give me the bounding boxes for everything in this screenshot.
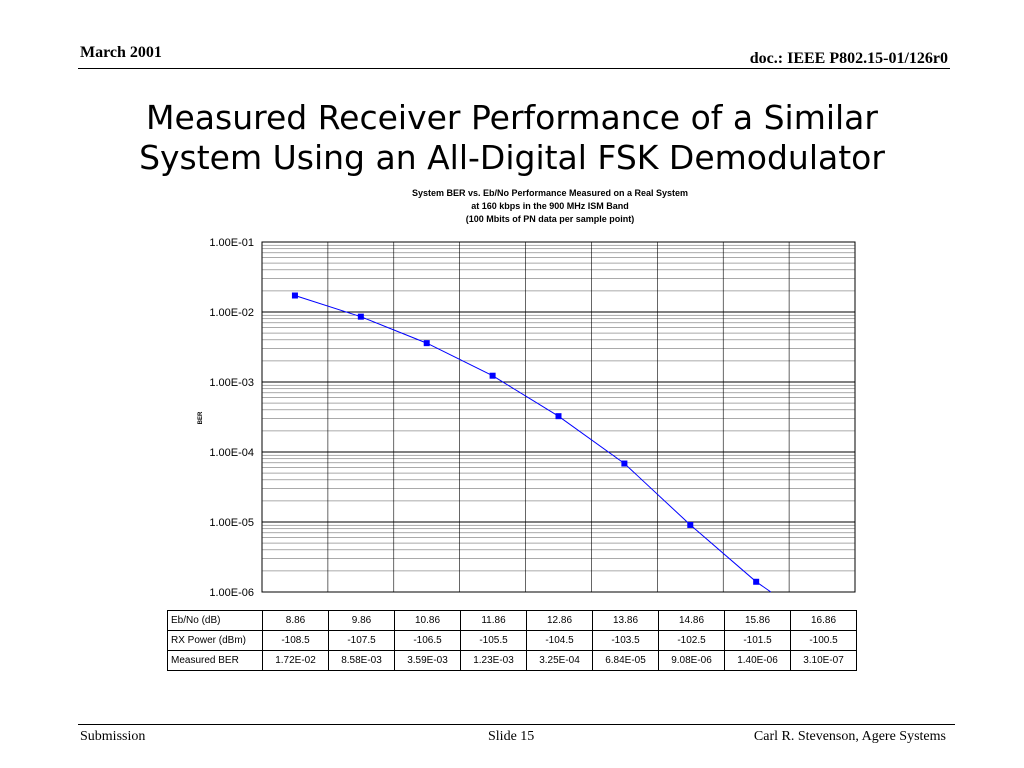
- table-row: RX Power (dBm) -108.5 -107.5 -106.5 -105.5 -1…: [167, 630, 857, 651]
- table-cell: 11.86: [460, 610, 527, 631]
- y-axis-label: BER: [198, 411, 204, 424]
- footer-slide-number: Slide 15: [488, 729, 535, 744]
- footer-author: Carl R. Stevenson, Agere Systems: [753, 729, 946, 744]
- y-tick-label: 1.00E-01: [209, 237, 254, 249]
- slide-title: Measured Receiver Performance of a Simil…: [60, 98, 964, 178]
- header-divider: [78, 68, 950, 69]
- table-cell: -102.5: [658, 630, 725, 651]
- slide-title-line-2: System Using an All-Digital FSK Demodula…: [139, 138, 885, 177]
- table-cell: -106.5: [394, 630, 461, 651]
- data-table: Eb/No (dB) 8.86 9.86 10.86 11.86 12.86 13.86 14…: [167, 610, 857, 671]
- table-row-label: RX Power (dBm): [167, 630, 263, 651]
- data-point: [555, 413, 562, 420]
- chart-title-line-2: at 160 kbps in the 900 MHz ISM Band: [471, 201, 629, 211]
- table-cell: 8.58E-03: [328, 650, 395, 671]
- table-cell: 15.86: [724, 610, 791, 631]
- table-cell: -100.5: [790, 630, 857, 651]
- table-row: Eb/No (dB) 8.86 9.86 10.86 11.86 12.86 13.86 14…: [167, 610, 857, 631]
- table-cell: -105.5: [460, 630, 527, 651]
- table-row: Measured BER 1.72E-02 8.58E-03 3.59E-03 1.23…: [167, 650, 857, 671]
- chart-series: [291, 292, 772, 593]
- header-doc-id: doc.: IEEE P802.15-01/126r0: [749, 50, 948, 67]
- table-cell: -104.5: [526, 630, 593, 651]
- table-cell: 10.86: [394, 610, 461, 631]
- table-cell: 3.10E-07: [790, 650, 857, 671]
- table-cell: -107.5: [328, 630, 395, 651]
- table-cell: -101.5: [724, 630, 791, 651]
- y-tick-label: 1.00E-06: [209, 587, 254, 599]
- table-cell: 13.86: [592, 610, 659, 631]
- table-cell: 3.59E-03: [394, 650, 461, 671]
- slide-title-line-1: Measured Receiver Performance of a Simil…: [146, 98, 878, 137]
- data-point: [687, 521, 694, 528]
- y-tick-label: 1.00E-04: [209, 447, 254, 459]
- chart-title-line-1: System BER vs. Eb/No Performance Measure…: [411, 188, 689, 198]
- table-cell: 1.23E-03: [460, 650, 527, 671]
- table-cell: 14.86: [658, 610, 725, 631]
- table-cell: 9.08E-06: [658, 650, 725, 671]
- table-cell: -103.5: [592, 630, 659, 651]
- data-point: [291, 292, 298, 299]
- table-cell: 12.86: [526, 610, 593, 631]
- footer-divider: [78, 724, 955, 725]
- table-cell: 6.84E-05: [592, 650, 659, 671]
- data-point: [621, 460, 628, 467]
- data-point: [489, 372, 496, 379]
- table-row-label: Measured BER: [167, 650, 263, 671]
- y-tick-label: 1.00E-05: [209, 517, 254, 529]
- table-cell: 1.40E-06: [724, 650, 791, 671]
- table-cell: 8.86: [262, 610, 329, 631]
- chart-title: System BER vs. Eb/No Performance Measure…: [340, 187, 760, 226]
- table-cell: 16.86: [790, 610, 857, 631]
- y-tick-labels: 1.00E-01 1.00E-02 1.00E-03 1.00E-04 1.00E-05…: [209, 237, 254, 599]
- data-point: [753, 578, 760, 585]
- table-row-label: Eb/No (dB): [167, 610, 263, 631]
- data-point: [423, 340, 430, 347]
- header-date: March 2001: [80, 44, 162, 61]
- table-cell: -108.5: [262, 630, 329, 651]
- data-point: [357, 313, 364, 320]
- footer-submission: Submission: [80, 729, 146, 744]
- chart-title-line-3: (100 Mbits of PN data per sample point): [465, 214, 635, 224]
- y-tick-label: 1.00E-03: [209, 377, 254, 389]
- table-cell: 9.86: [328, 610, 395, 631]
- table-cell: 1.72E-02: [262, 650, 329, 671]
- y-tick-label: 1.00E-02: [209, 307, 254, 319]
- table-cell: 3.25E-04: [526, 650, 593, 671]
